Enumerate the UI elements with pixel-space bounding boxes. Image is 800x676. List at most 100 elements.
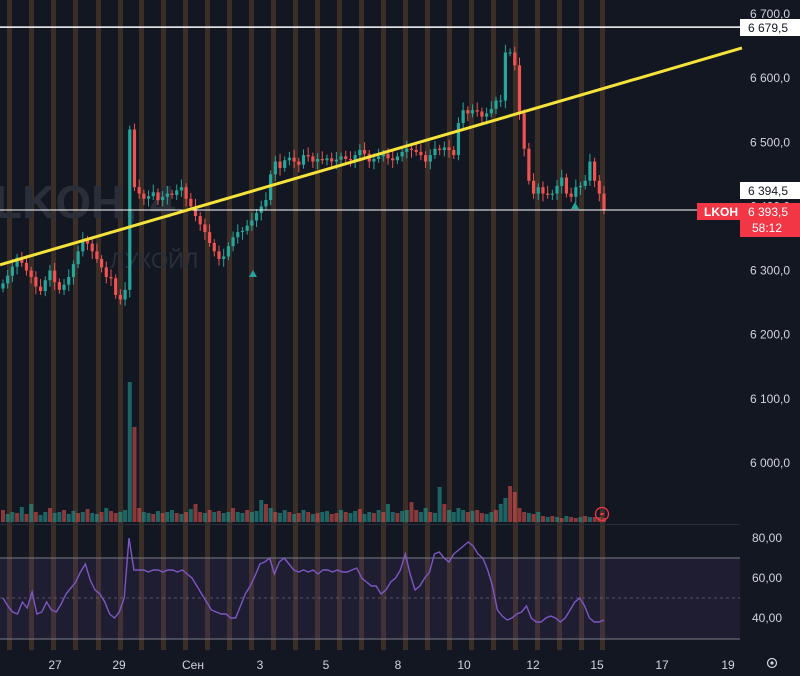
candle-body [475,110,479,112]
candle-body [236,232,240,238]
rsi-tick-label: 40,00 [752,611,782,625]
candle-body [217,251,221,260]
candle-body [43,280,47,292]
rsi-axis[interactable]: 80,00 60,00 40,00 [752,531,782,625]
volume-bar [141,512,146,522]
volume-bar [287,512,292,522]
session-bands [7,0,605,650]
candle-body [564,177,569,194]
volume-bar [592,517,597,522]
session-band [469,0,474,650]
candle-body [560,177,564,186]
session-band [29,0,34,650]
volume-bar [432,513,437,522]
rsi-tick-label: 60,00 [752,571,782,585]
volume-bar [498,504,503,522]
volume-bar [24,514,29,522]
candle-body [541,187,545,194]
candle-body [428,155,432,162]
volume-bar [315,513,320,522]
bar-countdown: 58:12 [752,221,782,235]
candle-body [10,266,14,276]
session-band [491,0,496,650]
volume-bar [216,511,221,522]
volume-bar [292,514,297,522]
candle-body [264,200,268,207]
gear-icon[interactable] [766,657,778,669]
volume-bar [221,513,226,522]
candle-body [71,264,76,277]
volume-bar [38,515,43,522]
volume-bar [310,514,315,522]
volume-bar [324,511,329,522]
candle-body [550,193,554,195]
last-price-label: 6 393,5 [748,205,788,219]
volume-bar [418,512,423,522]
volume-bar [146,513,151,522]
price-tick-label: 6 000,0 [750,456,790,470]
candle-body [184,187,188,199]
session-band [183,0,188,650]
candle-body [334,159,338,162]
rsi-line[interactable] [2,537,605,623]
price-tick-label: 6 100,0 [750,392,790,406]
volume-bar [540,516,545,522]
volume-bar [465,512,470,522]
candle-body [339,156,343,160]
candle-body [62,284,66,290]
candle-body [546,193,550,195]
last-price-tag: 6 393,5 58:12 [740,203,800,237]
candle-body [95,251,99,260]
lightning-alert-icon[interactable] [594,506,610,522]
candle-body [193,206,198,217]
trendline[interactable] [0,46,743,267]
volume-bar [90,513,95,522]
volume-bar [179,514,184,522]
candle-body [306,155,310,157]
candle-body [480,111,484,117]
time-tick-label: 27 [48,658,62,672]
candle-body [212,242,216,252]
volume-bar [386,504,391,522]
pane-separator[interactable] [0,524,740,525]
volume-bar [108,511,113,522]
price-axis[interactable]: 6 700,06 600,06 500,06 400,06 300,06 200… [750,7,790,470]
candle-body [231,237,235,247]
candle-body [203,224,207,233]
volume-bar [479,513,484,522]
time-axis[interactable]: 27 29 Сен 3 5 8 10 12 15 17 19 [48,658,735,672]
session-band [249,0,254,650]
candle-body [461,110,465,124]
candle-body [170,193,174,195]
volume-bar [545,517,550,522]
volume-bar [174,513,179,522]
upper-level-label: 6 679,5 [748,21,788,35]
volume-bar [555,517,560,522]
candle-body [414,149,418,152]
volume-bar [80,512,85,522]
session-band [315,0,320,650]
volume-bar [113,513,118,522]
candle-body [583,180,587,186]
volume-bar [33,512,38,522]
volume-bar [564,516,569,522]
candle-body [320,158,324,161]
candle-body [456,123,461,156]
volume-bar [531,514,536,522]
volume-bar [409,502,414,522]
candle-body [1,283,5,289]
time-tick-label: 15 [590,658,604,672]
volume-bar [198,512,203,522]
candle-body [400,151,404,157]
price-tick-label: 6 700,0 [750,7,790,21]
session-band [161,0,166,650]
candle-body [132,129,137,188]
volume-bar [489,512,494,522]
candle-body [100,259,104,268]
session-band [403,0,408,650]
volume-bar [508,486,513,522]
candle-body [485,113,489,117]
volume-bar [301,510,306,522]
volume-bar [461,510,466,522]
